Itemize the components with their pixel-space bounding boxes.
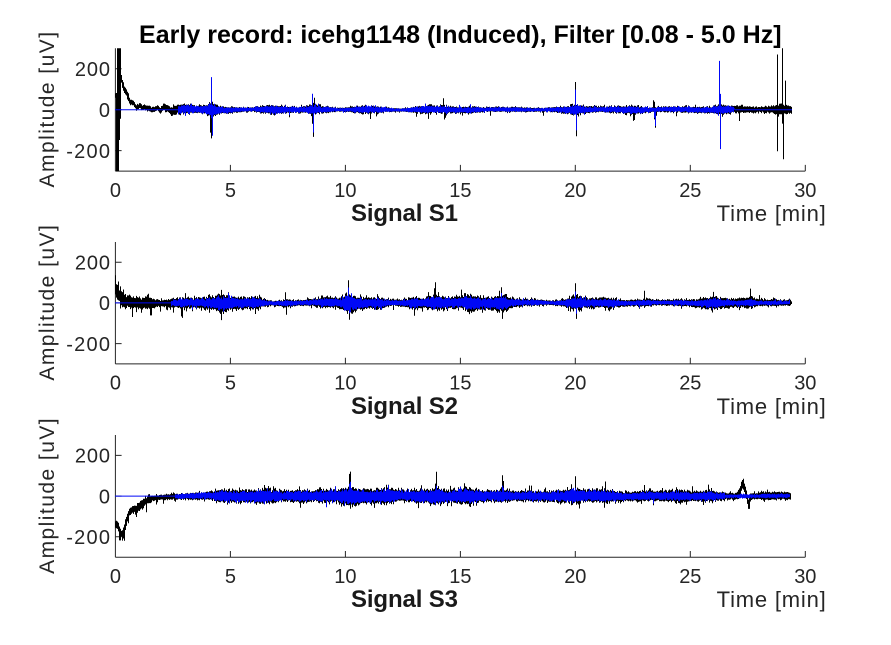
svg-text:25: 25 [679, 373, 701, 395]
svg-text:-200: -200 [66, 141, 110, 163]
svg-text:25: 25 [679, 566, 701, 588]
svg-text:Time [min]: Time [min] [717, 587, 826, 612]
svg-text:Amplitude [uV]: Amplitude [uV] [36, 225, 59, 381]
svg-text:0: 0 [110, 566, 121, 588]
svg-text:Early record: icehg1148 (Induc: Early record: icehg1148 (Induced), Filte… [139, 21, 782, 49]
svg-text:5: 5 [225, 373, 236, 395]
svg-text:20: 20 [564, 566, 586, 588]
svg-text:-200: -200 [66, 527, 110, 549]
svg-text:10: 10 [334, 373, 356, 395]
svg-text:5: 5 [225, 180, 236, 202]
svg-text:-200: -200 [66, 334, 110, 356]
svg-text:0: 0 [99, 486, 110, 508]
svg-text:25: 25 [679, 180, 701, 202]
svg-text:0: 0 [110, 180, 121, 202]
svg-text:5: 5 [225, 566, 236, 588]
svg-text:200: 200 [75, 253, 110, 275]
svg-text:Amplitude [uV]: Amplitude [uV] [36, 418, 59, 573]
svg-text:Signal S1: Signal S1 [351, 200, 458, 227]
svg-text:0: 0 [110, 373, 121, 395]
svg-text:Amplitude [uV]: Amplitude [uV] [36, 32, 59, 187]
svg-text:30: 30 [794, 180, 816, 202]
svg-text:30: 30 [794, 373, 816, 395]
svg-text:20: 20 [564, 373, 586, 395]
svg-text:200: 200 [75, 59, 110, 81]
svg-text:Signal S2: Signal S2 [351, 393, 458, 420]
svg-text:10: 10 [334, 180, 356, 202]
svg-text:Time [min]: Time [min] [717, 201, 826, 226]
svg-text:30: 30 [794, 566, 816, 588]
svg-text:15: 15 [449, 373, 471, 395]
svg-text:20: 20 [564, 180, 586, 202]
svg-text:15: 15 [449, 180, 471, 202]
svg-text:200: 200 [75, 446, 110, 468]
svg-text:Time [min]: Time [min] [717, 394, 826, 419]
svg-text:0: 0 [99, 100, 110, 122]
svg-text:Signal S3: Signal S3 [351, 586, 458, 613]
svg-text:10: 10 [334, 566, 356, 588]
svg-text:0: 0 [99, 293, 110, 315]
svg-text:15: 15 [449, 566, 471, 588]
